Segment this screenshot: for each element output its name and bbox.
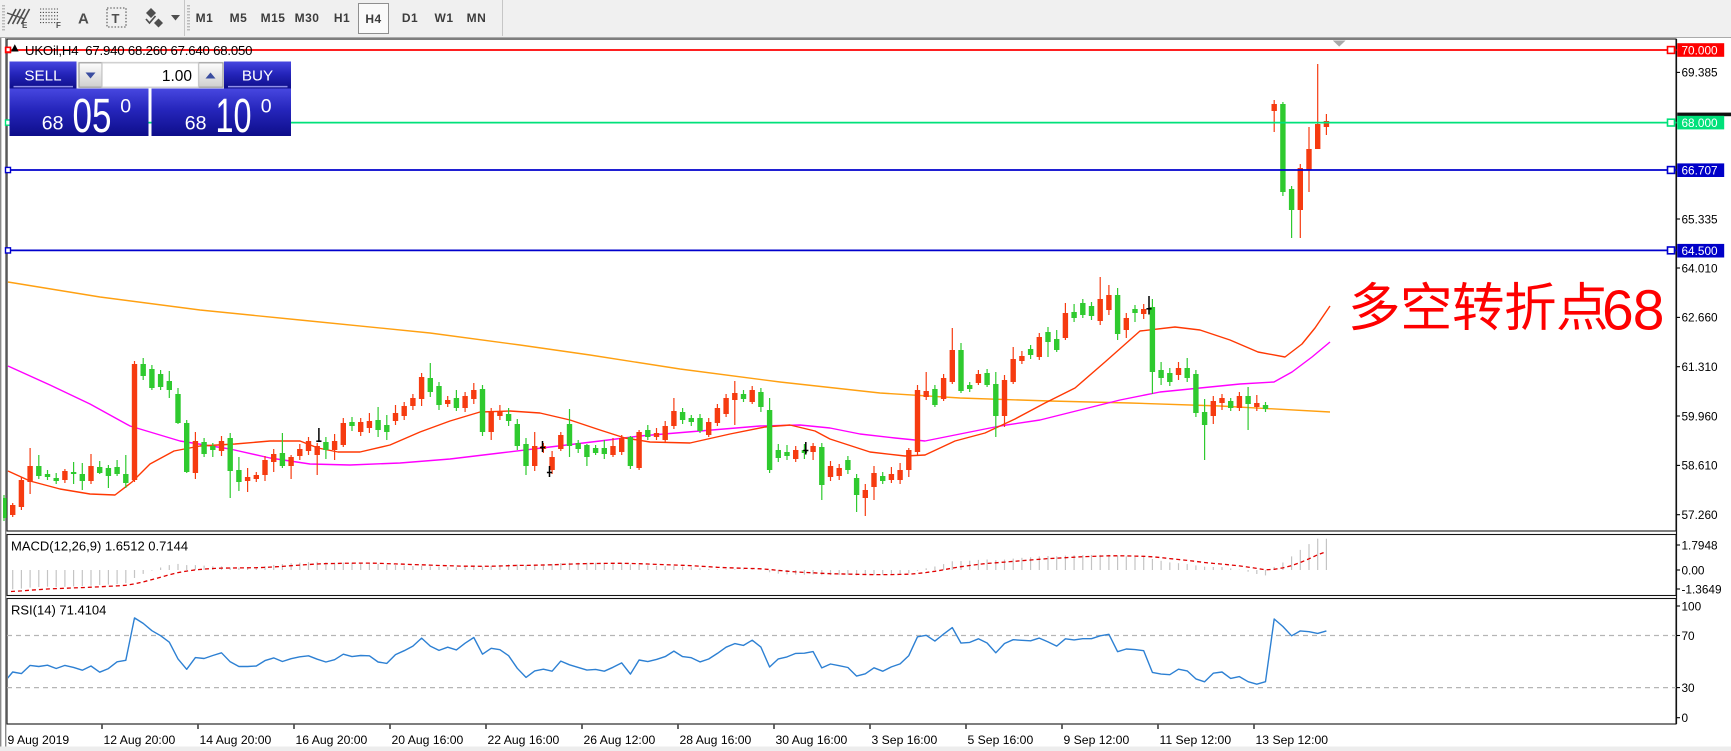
svg-text:65.335: 65.335 xyxy=(1682,212,1719,226)
svg-text:11 Sep 12:00: 11 Sep 12:00 xyxy=(1160,733,1232,747)
svg-text:0: 0 xyxy=(261,95,272,117)
svg-text:59.960: 59.960 xyxy=(1682,409,1719,423)
svg-text:14 Aug 20:00: 14 Aug 20:00 xyxy=(200,733,272,747)
svg-text:68: 68 xyxy=(185,113,207,135)
svg-text:9 Aug 2019: 9 Aug 2019 xyxy=(8,733,70,747)
svg-text:5 Sep 16:00: 5 Sep 16:00 xyxy=(968,733,1034,747)
svg-text:22 Aug 16:00: 22 Aug 16:00 xyxy=(488,733,560,747)
svg-text:68.000: 68.000 xyxy=(1682,116,1719,130)
svg-text:0: 0 xyxy=(120,95,131,117)
svg-text:64.500: 64.500 xyxy=(1682,244,1719,258)
svg-text:9 Sep 12:00: 9 Sep 12:00 xyxy=(1064,733,1130,747)
svg-text:10: 10 xyxy=(216,90,252,143)
svg-text:0: 0 xyxy=(1682,711,1689,725)
svg-text:MACD(12,26,9) 1.6512 0.7144: MACD(12,26,9) 1.6512 0.7144 xyxy=(11,539,188,554)
svg-text:A: A xyxy=(78,11,89,28)
svg-text:26 Aug 12:00: 26 Aug 12:00 xyxy=(584,733,656,747)
svg-text:RSI(14) 71.4104: RSI(14) 71.4104 xyxy=(11,603,106,618)
svg-text:SELL: SELL xyxy=(24,67,61,84)
svg-text:70.000: 70.000 xyxy=(1682,43,1719,57)
svg-text:BUY: BUY xyxy=(242,67,273,84)
svg-text:UKOil,H4 67.940 68.260 67.640: UKOil,H4 67.940 68.260 67.640 68.050 xyxy=(25,43,252,58)
svg-text:69.385: 69.385 xyxy=(1682,66,1719,80)
svg-text:T: T xyxy=(112,11,120,26)
svg-text:1.00: 1.00 xyxy=(162,68,193,85)
svg-text:13 Sep 12:00: 13 Sep 12:00 xyxy=(1256,733,1329,747)
svg-text:57.260: 57.260 xyxy=(1682,508,1719,522)
svg-text:1.7948: 1.7948 xyxy=(1682,538,1719,552)
svg-text:61.310: 61.310 xyxy=(1682,360,1719,374)
svg-text:58.610: 58.610 xyxy=(1682,459,1719,473)
svg-text:30: 30 xyxy=(1682,681,1696,695)
svg-text:68: 68 xyxy=(1602,279,1663,343)
svg-text:20 Aug 16:00: 20 Aug 16:00 xyxy=(392,733,464,747)
svg-text:F: F xyxy=(56,21,61,30)
svg-text:3 Sep 16:00: 3 Sep 16:00 xyxy=(872,733,938,747)
svg-text:05: 05 xyxy=(73,90,112,143)
svg-text:-1.3649: -1.3649 xyxy=(1682,582,1722,596)
svg-text:30 Aug 16:00: 30 Aug 16:00 xyxy=(776,733,848,747)
svg-text:100: 100 xyxy=(1682,599,1702,613)
svg-text:12 Aug 20:00: 12 Aug 20:00 xyxy=(104,733,176,747)
svg-text:62.660: 62.660 xyxy=(1682,311,1719,325)
svg-text:64.010: 64.010 xyxy=(1682,261,1719,275)
svg-text:E: E xyxy=(22,21,28,30)
svg-text:28 Aug 16:00: 28 Aug 16:00 xyxy=(680,733,752,747)
svg-text:16 Aug 20:00: 16 Aug 20:00 xyxy=(296,733,368,747)
svg-text:68: 68 xyxy=(42,113,64,135)
svg-text:70: 70 xyxy=(1682,629,1696,643)
svg-text:0.00: 0.00 xyxy=(1682,563,1705,577)
svg-text:66.707: 66.707 xyxy=(1682,164,1718,178)
